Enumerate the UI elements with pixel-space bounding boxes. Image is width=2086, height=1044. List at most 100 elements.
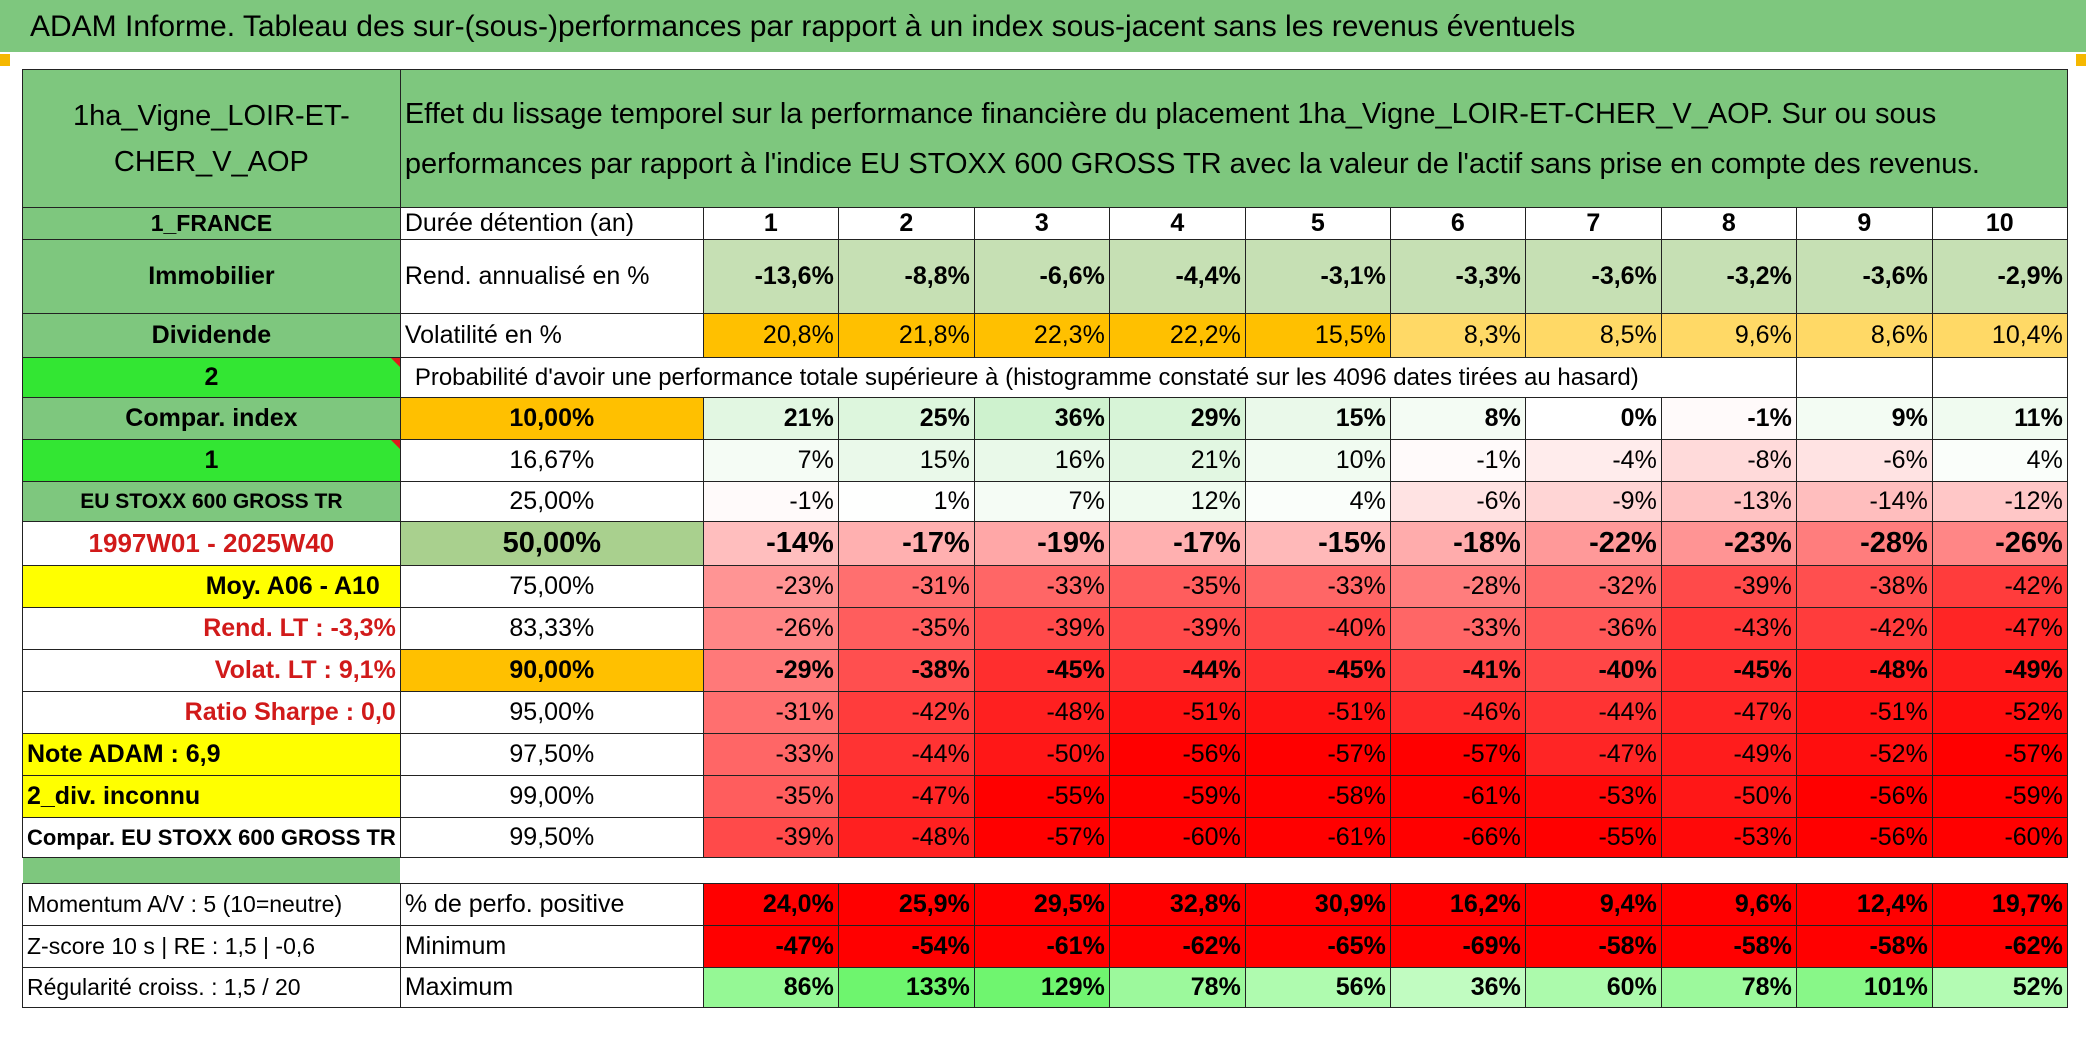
index-name: EU STOXX 600 GROSS TR (22, 481, 401, 522)
probability-value: -8% (1660, 439, 1797, 482)
percentile-label: 16,67% (399, 439, 704, 482)
probability-value: -35% (1108, 565, 1246, 608)
maximum-value: 78% (1108, 967, 1246, 1008)
probability-value: -55% (1524, 817, 1662, 858)
probability-value: -60% (1931, 817, 2068, 858)
positive-value: 25,9% (837, 883, 975, 926)
volat-value: 8,3% (1389, 313, 1526, 358)
probability-value: -45% (973, 649, 1110, 692)
probability-value: -12% (1931, 481, 2068, 522)
probability-value: -1% (702, 481, 839, 522)
probability-value: 8% (1389, 397, 1526, 440)
probability-value: -22% (1524, 521, 1662, 566)
maximum-value: 36% (1389, 967, 1526, 1008)
probability-value: -59% (1931, 775, 2068, 818)
maximum-value: 101% (1795, 967, 1933, 1008)
minimum-label: Minimum (399, 925, 704, 968)
probability-value: -35% (702, 775, 839, 818)
year-header: 10 (1931, 207, 2068, 240)
probability-value: -55% (973, 775, 1110, 818)
corner-marker (2076, 54, 2086, 66)
probability-value: 12% (1108, 481, 1246, 522)
probability-value: -28% (1389, 565, 1526, 608)
volat-value: 22,3% (973, 313, 1110, 358)
maximum-value: 56% (1244, 967, 1391, 1008)
positive-label: % de perfo. positive (399, 883, 704, 926)
probability-value: -41% (1389, 649, 1526, 692)
empty-cell (1931, 357, 2068, 398)
year-header: 2 (837, 207, 975, 240)
probability-value: -50% (1660, 775, 1797, 818)
gap-cell (22, 857, 401, 884)
income-label: Dividende (22, 313, 401, 358)
volat-value: 9,6% (1660, 313, 1797, 358)
percentile-label: 99,50% (399, 817, 704, 858)
maximum-value: 86% (702, 967, 839, 1008)
minimum-value: -61% (973, 925, 1110, 968)
positive-value: 12,4% (1795, 883, 1933, 926)
positive-value: 24,0% (702, 883, 839, 926)
minimum-value: -58% (1660, 925, 1797, 968)
probability-value: 10% (1244, 439, 1391, 482)
volat-value: 22,2% (1108, 313, 1246, 358)
year-header: 1 (702, 207, 839, 240)
probability-value: -39% (702, 817, 839, 858)
probability-value: -46% (1389, 691, 1526, 734)
probability-value: -39% (973, 607, 1110, 650)
year-header: 9 (1795, 207, 1933, 240)
rend-value: -3,6% (1795, 239, 1933, 314)
probability-value: -50% (973, 733, 1110, 776)
positive-value: 9,6% (1660, 883, 1797, 926)
maximum-label: Maximum (399, 967, 704, 1008)
probability-value: 15% (1244, 397, 1391, 440)
probability-value: -17% (837, 521, 975, 566)
probability-value: -56% (1795, 817, 1933, 858)
percentile-label: 50,00% (399, 521, 704, 566)
category-label: Immobilier (22, 239, 401, 314)
probability-value: -38% (1795, 565, 1933, 608)
positive-value: 29,5% (973, 883, 1110, 926)
probability-value: -61% (1244, 817, 1391, 858)
report-title: ADAM Informe. Tableau des sur-(sous-)per… (0, 0, 2086, 52)
sharpe-label: Ratio Sharpe : 0,0 (22, 691, 401, 734)
probability-value: -33% (1389, 607, 1526, 650)
probability-value: -14% (702, 521, 839, 566)
probability-value: -23% (702, 565, 839, 608)
percentile-label: 95,00% (399, 691, 704, 734)
probability-value: -38% (837, 649, 975, 692)
probability-value: -53% (1660, 817, 1797, 858)
positive-value: 9,4% (1524, 883, 1662, 926)
rend-value: -6,6% (973, 239, 1110, 314)
probability-value: -15% (1244, 521, 1391, 566)
probability-value: -23% (1660, 521, 1797, 566)
probability-value: -48% (1795, 649, 1933, 692)
minimum-value: -54% (837, 925, 975, 968)
empty-cell (1795, 357, 1933, 398)
percentile-label: 75,00% (399, 565, 704, 608)
div-label: 2_div. inconnu (22, 775, 401, 818)
probability-value: -29% (702, 649, 839, 692)
probability-value: -47% (1524, 733, 1662, 776)
probability-value: -57% (1931, 733, 2068, 776)
probability-value: -42% (1795, 607, 1933, 650)
volat-label: Volatilité en % (399, 313, 704, 358)
probability-value: 15% (837, 439, 975, 482)
probability-value: -45% (1244, 649, 1391, 692)
percentile-label: 97,50% (399, 733, 704, 776)
performance-table: 1ha_Vigne_LOIR-ET-CHER_V_AOP Effet du li… (22, 69, 2068, 1008)
probability-value: 1% (837, 481, 975, 522)
probability-value: 21% (702, 397, 839, 440)
probability-value: -33% (973, 565, 1110, 608)
maximum-value: 129% (973, 967, 1110, 1008)
probability-value: -48% (973, 691, 1110, 734)
probability-value: -36% (1524, 607, 1662, 650)
probability-value: -6% (1795, 439, 1933, 482)
rend-value: -3,6% (1524, 239, 1662, 314)
probability-value: -43% (1660, 607, 1797, 650)
rend-value: -4,4% (1108, 239, 1246, 314)
maximum-value: 60% (1524, 967, 1662, 1008)
percentile-label: 90,00% (399, 649, 704, 692)
regularite-label: Régularité croiss. : 1,5 / 20 (22, 967, 401, 1008)
duree-label: Durée détention (an) (399, 207, 704, 240)
probability-value: -1% (1660, 397, 1797, 440)
